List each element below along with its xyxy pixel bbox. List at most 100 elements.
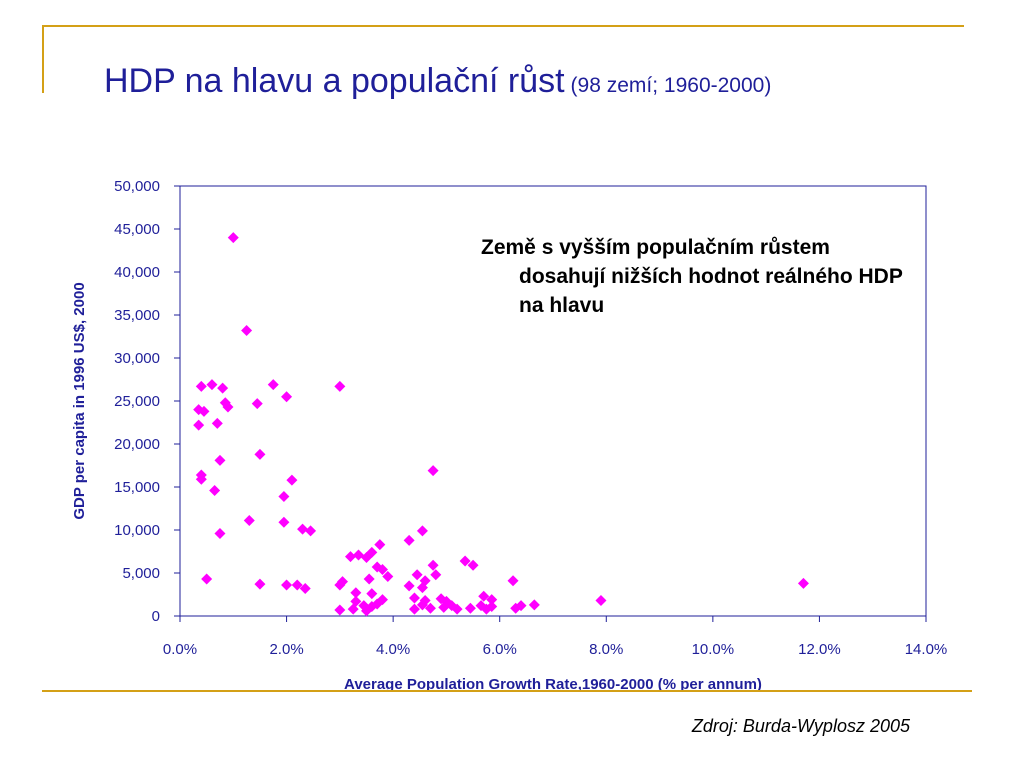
x-tick-label: 14.0% xyxy=(905,641,948,658)
data-point xyxy=(408,603,420,615)
data-point xyxy=(515,600,527,612)
y-tick-label: 50,000 xyxy=(114,178,160,195)
data-point xyxy=(430,569,442,581)
data-point xyxy=(403,534,415,546)
x-tick-label: 4.0% xyxy=(376,641,410,658)
data-point xyxy=(464,602,476,614)
data-point xyxy=(241,324,253,336)
scatter-chart: 0 5,000 10,000 15,000 20,000 25,000 30,000 35,0… xyxy=(71,178,947,693)
title-main: HDP na hlavu a populační růst xyxy=(104,62,565,100)
data-point xyxy=(374,539,386,551)
data-point xyxy=(416,525,428,537)
data-point xyxy=(286,474,298,486)
data-point xyxy=(438,601,450,613)
y-tick-label: 10,000 xyxy=(114,522,160,539)
data-point xyxy=(350,587,362,599)
decorative-vertical-line xyxy=(42,25,44,93)
x-tick-label: 2.0% xyxy=(269,641,303,658)
data-point xyxy=(451,603,463,615)
data-point xyxy=(254,448,266,460)
data-point xyxy=(281,391,293,403)
data-point xyxy=(198,405,210,417)
data-point xyxy=(366,546,378,558)
data-point xyxy=(305,525,317,537)
data-point xyxy=(278,490,290,502)
data-point xyxy=(281,579,293,591)
data-point xyxy=(595,595,607,607)
data-point xyxy=(416,599,428,611)
data-point xyxy=(424,602,436,614)
data-point xyxy=(227,232,239,244)
data-point xyxy=(217,382,229,394)
title-subtitle: (98 zemí; 1960-2000) xyxy=(570,74,772,97)
decorative-top-line xyxy=(42,25,964,27)
data-point xyxy=(411,569,423,581)
data-point xyxy=(486,601,498,613)
y-tick-label: 20,000 xyxy=(114,436,160,453)
chart-annotation: Země s vyšším populačním růstem dosahují… xyxy=(481,236,903,317)
data-point xyxy=(408,592,420,604)
plot-area xyxy=(179,185,927,617)
data-point xyxy=(376,564,388,576)
decorative-bottom-line xyxy=(42,690,972,692)
source-note: Zdroj: Burda-Wyplosz 2005 xyxy=(691,716,910,736)
data-point xyxy=(267,379,279,391)
data-point xyxy=(427,559,439,571)
y-tick-label: 40,000 xyxy=(114,264,160,281)
data-point xyxy=(209,484,221,496)
x-tick-label: 0.0% xyxy=(163,641,197,658)
data-point xyxy=(243,515,255,527)
x-tick-label: 6.0% xyxy=(483,641,517,658)
data-point xyxy=(371,598,383,610)
x-tick-label: 12.0% xyxy=(798,641,841,658)
data-point xyxy=(278,516,290,528)
data-point xyxy=(486,594,498,606)
data-point xyxy=(528,599,540,611)
data-point xyxy=(427,465,439,477)
data-point xyxy=(403,580,415,592)
data-point xyxy=(382,570,394,582)
y-tick-label: 25,000 xyxy=(114,393,160,410)
data-point xyxy=(214,454,226,466)
data-point xyxy=(214,527,226,539)
data-point xyxy=(201,573,213,585)
data-points xyxy=(193,232,809,617)
y-axis-label: GDP per capita in 1996 US$, 2000 xyxy=(71,282,88,519)
data-point xyxy=(459,555,471,567)
data-point xyxy=(361,605,372,617)
data-point xyxy=(467,559,479,571)
y-tick-label: 45,000 xyxy=(114,221,160,238)
data-point xyxy=(334,604,346,616)
data-point xyxy=(251,398,263,410)
x-tick-label: 8.0% xyxy=(589,641,623,658)
data-point xyxy=(416,582,428,594)
y-tick-label: 30,000 xyxy=(114,350,160,367)
data-point xyxy=(297,523,309,535)
x-axis: 0.0% 2.0% 4.0% 6.0% 8.0% 10.0% 12.0% 14.0% xyxy=(163,616,947,658)
data-point xyxy=(507,575,519,587)
x-tick-label: 10.0% xyxy=(692,641,735,658)
y-axis: 0 5,000 10,000 15,000 20,000 25,000 30,000 35,0… xyxy=(114,178,180,625)
data-point xyxy=(222,401,234,413)
data-point xyxy=(195,380,207,392)
y-tick-label: 0 xyxy=(152,608,160,625)
data-point xyxy=(797,577,809,589)
data-point xyxy=(254,578,266,590)
data-point xyxy=(206,379,218,391)
data-point xyxy=(478,590,490,602)
data-point xyxy=(363,573,375,585)
data-point xyxy=(347,603,359,615)
data-point xyxy=(366,588,378,600)
data-point xyxy=(291,579,303,591)
data-point xyxy=(334,380,346,392)
y-tick-label: 35,000 xyxy=(114,307,160,324)
x-axis-label: Average Population Growth Rate,1960-2000… xyxy=(344,676,762,693)
data-point xyxy=(299,582,311,594)
y-tick-label: 5,000 xyxy=(122,565,160,582)
data-point xyxy=(334,579,346,591)
data-point xyxy=(195,473,207,485)
data-point xyxy=(345,551,357,563)
data-point xyxy=(193,419,205,431)
y-tick-label: 15,000 xyxy=(114,479,160,496)
slide-title: HDP na hlavu a populační růst (98 zemí; 1… xyxy=(104,62,771,101)
